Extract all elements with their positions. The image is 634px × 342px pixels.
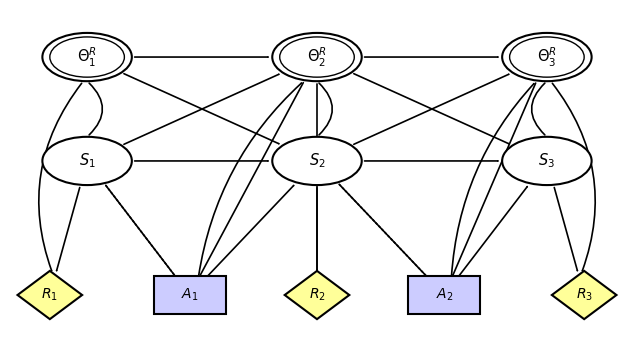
FancyArrowPatch shape	[453, 83, 536, 275]
Text: $\Theta_1^R$: $\Theta_1^R$	[77, 45, 97, 69]
FancyArrowPatch shape	[205, 185, 294, 278]
FancyArrowPatch shape	[339, 184, 427, 277]
Text: $S_3$: $S_3$	[538, 152, 555, 170]
Text: $\Theta_2^R$: $\Theta_2^R$	[307, 45, 327, 69]
FancyArrowPatch shape	[319, 83, 332, 135]
FancyArrowPatch shape	[56, 187, 80, 271]
FancyArrowPatch shape	[339, 184, 427, 277]
FancyArrowPatch shape	[106, 185, 176, 276]
FancyArrowPatch shape	[198, 83, 301, 276]
FancyArrowPatch shape	[124, 74, 279, 144]
FancyArrowPatch shape	[554, 187, 578, 271]
Circle shape	[272, 137, 362, 185]
Polygon shape	[552, 271, 616, 319]
Polygon shape	[285, 271, 349, 319]
Text: $R_3$: $R_3$	[576, 287, 593, 303]
Circle shape	[502, 33, 592, 81]
FancyArrowPatch shape	[106, 185, 176, 276]
Circle shape	[502, 137, 592, 185]
FancyArrowPatch shape	[354, 74, 508, 144]
FancyBboxPatch shape	[153, 276, 226, 314]
FancyBboxPatch shape	[408, 276, 481, 314]
FancyArrowPatch shape	[531, 83, 545, 135]
Text: $R_1$: $R_1$	[41, 287, 58, 303]
FancyArrowPatch shape	[39, 83, 82, 271]
FancyArrowPatch shape	[451, 84, 534, 276]
Text: $A_1$: $A_1$	[181, 287, 198, 303]
Text: $A_2$: $A_2$	[436, 287, 453, 303]
Circle shape	[272, 33, 362, 81]
Text: $S_1$: $S_1$	[79, 152, 96, 170]
FancyArrowPatch shape	[458, 187, 527, 277]
Text: $R_2$: $R_2$	[309, 287, 325, 303]
FancyArrowPatch shape	[124, 74, 279, 144]
Polygon shape	[18, 271, 82, 319]
Circle shape	[42, 33, 132, 81]
Circle shape	[42, 137, 132, 185]
Text: $S_2$: $S_2$	[309, 152, 325, 170]
FancyArrowPatch shape	[200, 83, 303, 275]
FancyArrowPatch shape	[89, 83, 103, 135]
FancyArrowPatch shape	[354, 74, 508, 144]
FancyArrowPatch shape	[552, 83, 595, 271]
Text: $\Theta_3^R$: $\Theta_3^R$	[537, 45, 557, 69]
